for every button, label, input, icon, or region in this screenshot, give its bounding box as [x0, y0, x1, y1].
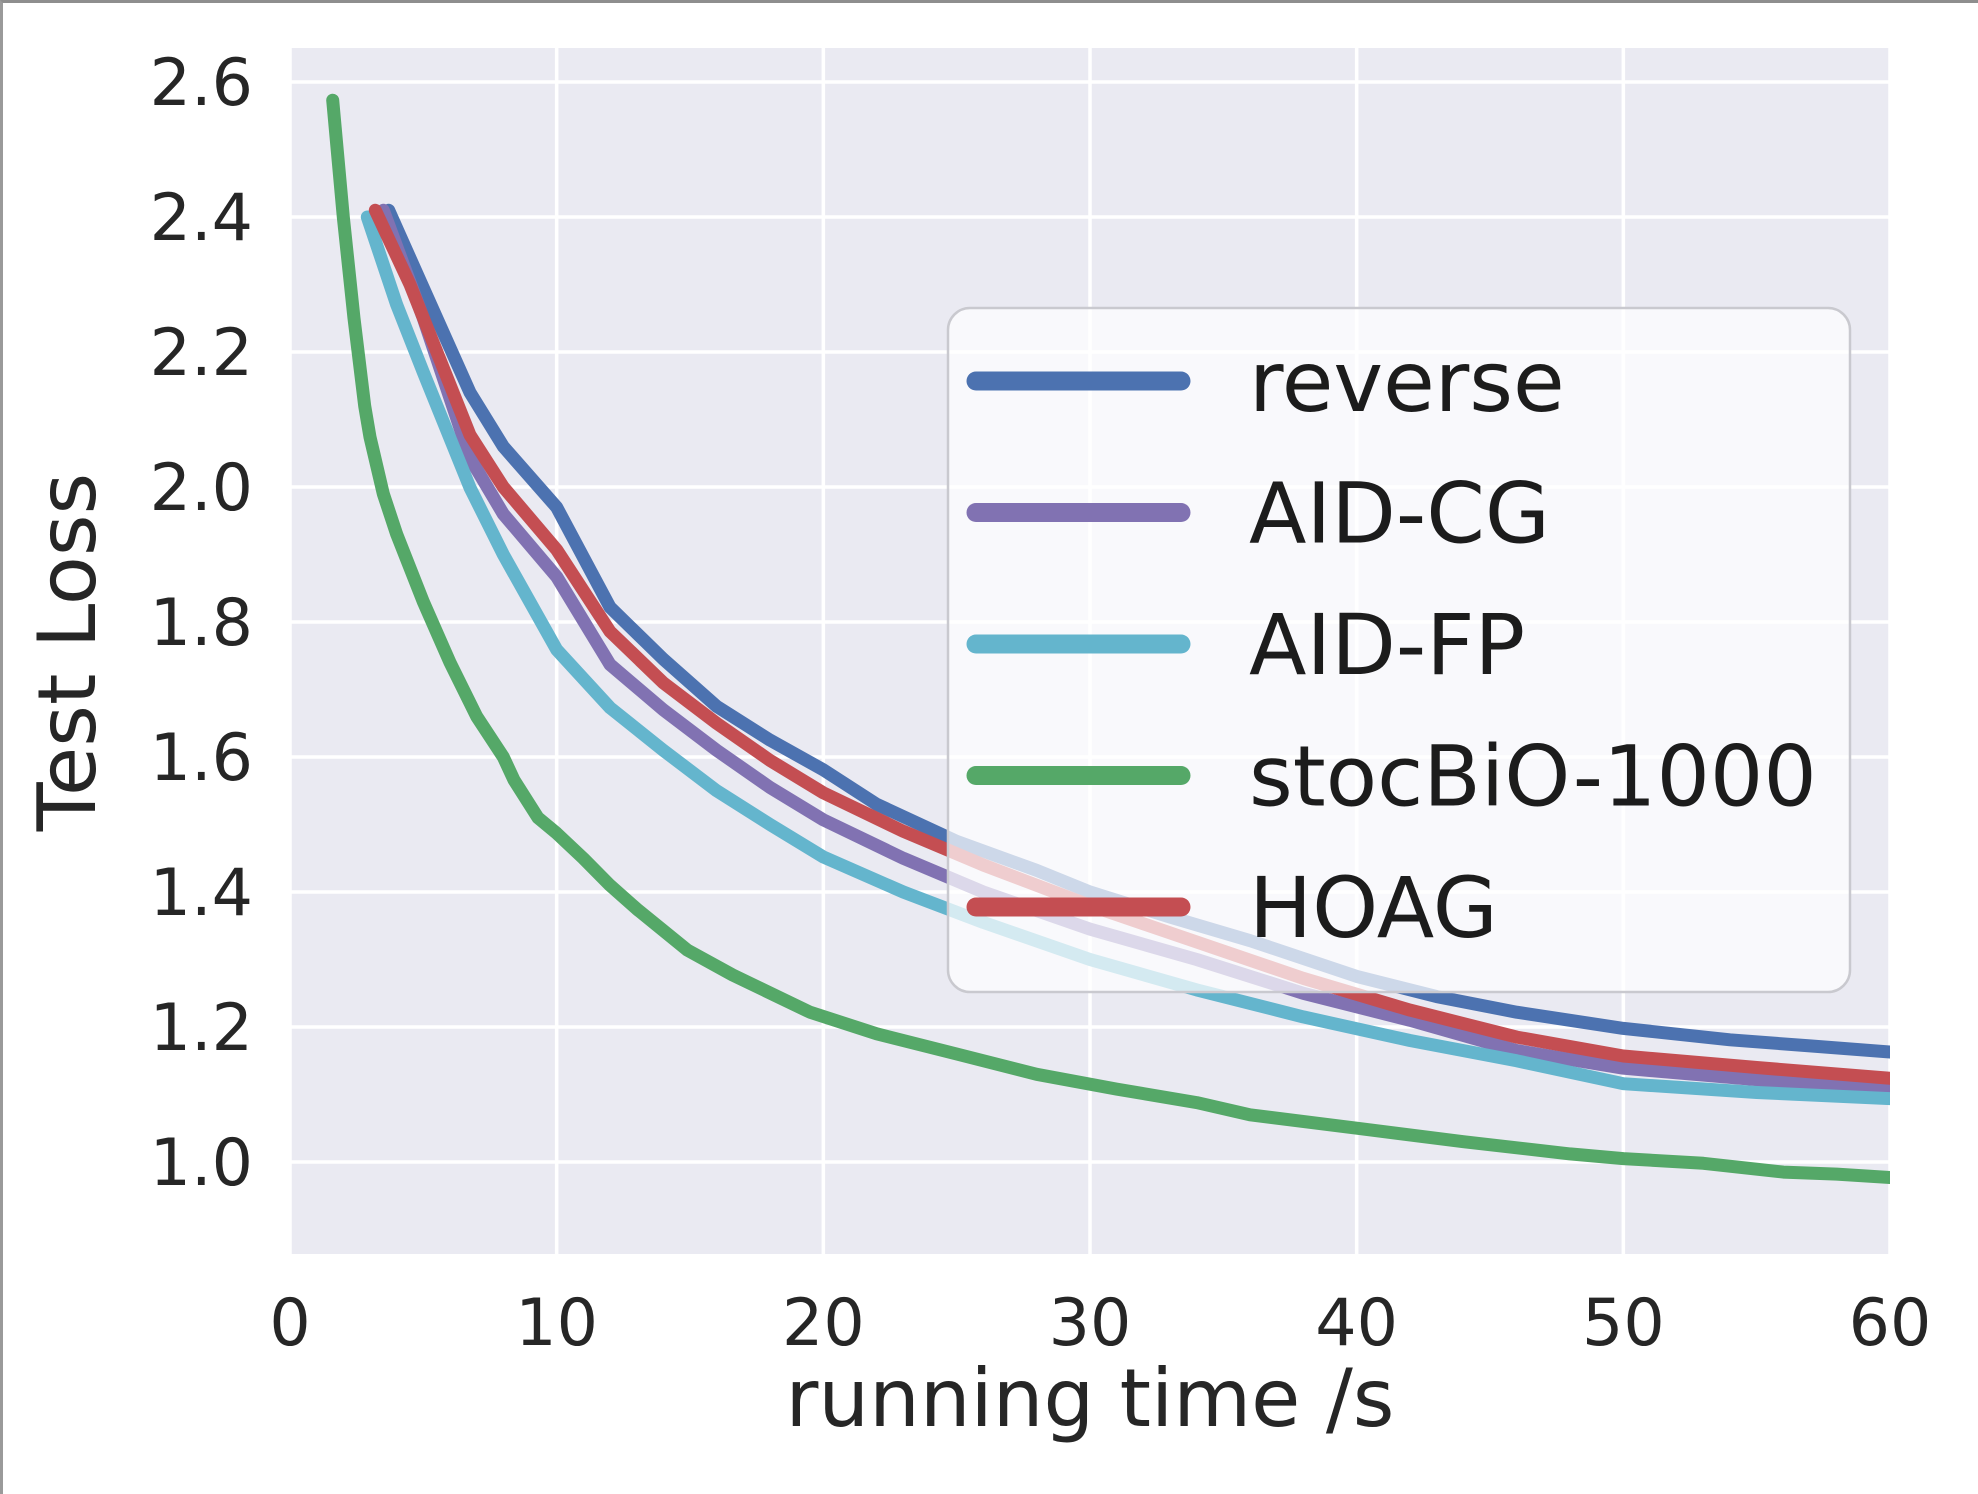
- y-tick-label-2.2: 2.2: [150, 316, 253, 391]
- x-tick-label-20: 20: [782, 1286, 865, 1361]
- y-tick-label-1.0: 1.0: [150, 1126, 253, 1201]
- x-tick-label-50: 50: [1582, 1286, 1665, 1361]
- series-line-AID-CG: [376, 203, 1890, 1095]
- y-axis-label: Test Loss: [21, 473, 114, 832]
- y-tick-label-2.6: 2.6: [150, 46, 253, 121]
- y-tick-label-1.2: 1.2: [150, 991, 253, 1066]
- x-tick-label-30: 30: [1049, 1286, 1132, 1361]
- legend-label-HOAG: HOAG: [1249, 859, 1498, 957]
- legend-label-reverse: reverse: [1249, 333, 1565, 431]
- series-line-HOAG: [368, 203, 1890, 1085]
- x-axis-label: running time /s: [786, 1352, 1395, 1445]
- y-tick-label-1.6: 1.6: [150, 721, 253, 796]
- legend-label-AID-FP: AID-FP: [1249, 596, 1525, 694]
- x-tick-label-60: 60: [1849, 1286, 1932, 1361]
- y-tick-label-2.0: 2.0: [150, 451, 253, 526]
- x-tick-label-0: 0: [269, 1286, 310, 1361]
- x-tick-label-10: 10: [515, 1286, 598, 1361]
- tick-labels: 2.6 2.4 2.2 2.0 1.8 1.6 1.4 1.2 1.0 0 10 20 30 40 50 60: [150, 46, 1932, 1361]
- y-tick-label-1.4: 1.4: [150, 856, 253, 931]
- legend-label-AID-CG: AID-CG: [1249, 465, 1550, 563]
- legend-label-stocBiO-1000: stocBiO-1000: [1249, 728, 1817, 826]
- x-tick-label-40: 40: [1315, 1286, 1398, 1361]
- y-tick-label-1.8: 1.8: [150, 586, 253, 661]
- series-layer: [326, 93, 1890, 1184]
- series-line-AID-FP: [360, 210, 1890, 1106]
- legend: reverse AID-CG AID-FP stocBiO-1000 HOAG: [946, 306, 1852, 994]
- series-line-stocBiO-1000: [326, 93, 1890, 1184]
- y-tick-label-2.4: 2.4: [150, 181, 253, 256]
- legend-box: [946, 306, 1852, 994]
